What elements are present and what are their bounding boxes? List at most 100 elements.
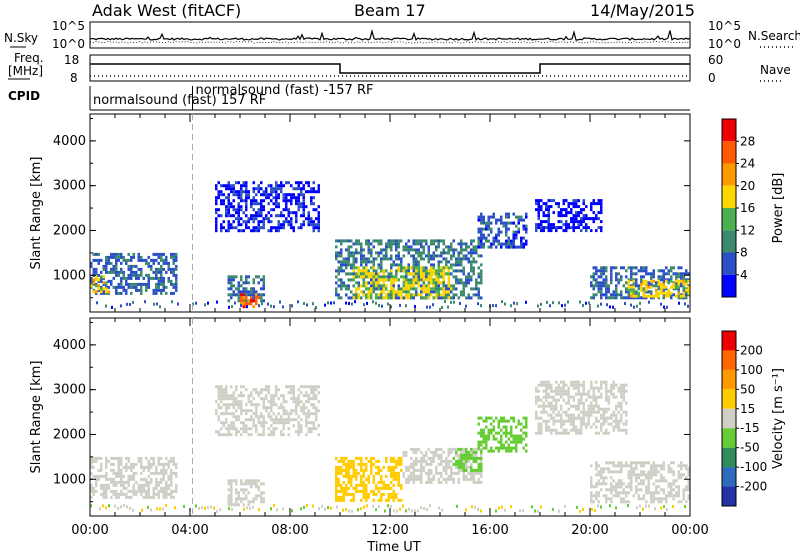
heatmap-cell bbox=[132, 300, 134, 304]
heatmap-cell bbox=[592, 199, 595, 203]
heatmap-cell bbox=[210, 505, 212, 509]
heatmap-cell bbox=[307, 214, 310, 218]
heatmap-cell bbox=[410, 248, 413, 252]
freq-tick-low: 8 bbox=[70, 71, 78, 85]
heatmap-cell bbox=[455, 465, 458, 469]
heatmap-cell bbox=[335, 498, 338, 502]
heatmap-cell bbox=[677, 285, 680, 289]
heatmap-cell bbox=[462, 462, 465, 466]
heatmap-cell bbox=[310, 412, 313, 416]
heatmap-cell bbox=[252, 421, 255, 425]
heatmap-cell bbox=[575, 425, 578, 429]
heatmap-cell bbox=[357, 269, 360, 273]
heatmap-cell bbox=[627, 482, 630, 486]
heatmap-cell bbox=[384, 509, 386, 513]
heatmap-cell bbox=[475, 251, 478, 255]
heatmap-cell bbox=[111, 305, 113, 309]
heatmap-cell bbox=[440, 459, 443, 463]
heatmap-cell bbox=[652, 294, 655, 298]
heatmap-cell bbox=[340, 456, 343, 460]
heatmap-cell bbox=[372, 489, 375, 493]
heatmap-cell bbox=[642, 497, 645, 501]
heatmap-cell bbox=[285, 217, 288, 221]
heatmap-cell bbox=[680, 266, 683, 270]
heatmap-cell bbox=[132, 252, 135, 256]
heatmap-cell bbox=[590, 205, 593, 209]
heatmap-cell bbox=[315, 397, 318, 401]
heatmap-cell bbox=[645, 500, 648, 504]
heatmap-cell bbox=[240, 184, 243, 188]
heatmap-cell bbox=[422, 275, 425, 279]
heatmap-cell bbox=[667, 269, 670, 273]
heatmap-cell bbox=[510, 428, 513, 432]
heatmap-cell bbox=[392, 459, 395, 463]
heatmap-cell bbox=[590, 413, 593, 417]
colorbar-tick-label: 4 bbox=[740, 268, 748, 282]
heatmap-cell bbox=[592, 410, 595, 414]
heatmap-cell bbox=[492, 449, 495, 453]
heatmap-cell bbox=[657, 279, 660, 283]
heatmap-cell bbox=[365, 272, 368, 276]
heatmap-cell bbox=[350, 245, 353, 249]
heatmap-cell bbox=[487, 449, 490, 453]
heatmap-cell bbox=[657, 497, 660, 501]
heatmap-cell bbox=[110, 489, 113, 493]
heatmap-cell bbox=[360, 260, 363, 264]
heatmap-cell bbox=[385, 456, 388, 460]
heatmap-cell bbox=[117, 456, 120, 460]
colorbar-swatch bbox=[722, 230, 736, 253]
heatmap-cell bbox=[255, 293, 258, 297]
heatmap-cell bbox=[367, 272, 370, 276]
heatmap-cell bbox=[262, 190, 265, 194]
heatmap-cell bbox=[107, 291, 110, 295]
heatmap-cell bbox=[620, 479, 623, 483]
heatmap-cell bbox=[440, 296, 443, 300]
heatmap-cell bbox=[217, 406, 220, 410]
heatmap-cell bbox=[240, 488, 243, 492]
heatmap-cell bbox=[140, 489, 143, 493]
heatmap-cell bbox=[97, 273, 100, 277]
heatmap-cell bbox=[497, 449, 500, 453]
heatmap-cell bbox=[262, 284, 265, 288]
heatmap-cell bbox=[230, 397, 233, 401]
heatmap-cell bbox=[122, 483, 125, 487]
heatmap-cell bbox=[217, 415, 220, 419]
heatmap-cell bbox=[515, 440, 518, 444]
heatmap-cell bbox=[445, 257, 448, 261]
heatmap-cell bbox=[360, 477, 363, 481]
heatmap-cell bbox=[462, 465, 465, 469]
heatmap-cell bbox=[562, 431, 565, 435]
heatmap-cell bbox=[407, 263, 410, 267]
y-tick-label: 4000 bbox=[53, 338, 86, 353]
heatmap-cell bbox=[217, 397, 220, 401]
heatmap-cell bbox=[162, 261, 165, 265]
heatmap-cell bbox=[535, 229, 538, 233]
heatmap-cell bbox=[507, 215, 510, 219]
heatmap-cell bbox=[360, 242, 363, 246]
heatmap-cell bbox=[260, 497, 263, 501]
heatmap-cell bbox=[390, 257, 393, 261]
heatmap-cell bbox=[395, 477, 398, 481]
heatmap-cell bbox=[650, 279, 653, 283]
heatmap-cell bbox=[632, 461, 635, 465]
heatmap-cell bbox=[117, 459, 120, 463]
heatmap-cell bbox=[360, 480, 363, 484]
heatmap-cell bbox=[555, 404, 558, 408]
heatmap-cell bbox=[460, 450, 463, 454]
heatmap-cell bbox=[457, 471, 460, 475]
heatmap-cell bbox=[470, 239, 473, 243]
heatmap-cell bbox=[257, 226, 260, 230]
heatmap-cell bbox=[672, 285, 675, 289]
heatmap-cell bbox=[105, 477, 108, 481]
heatmap-cell bbox=[517, 227, 520, 231]
heatmap-cell bbox=[612, 383, 615, 387]
heatmap-cell bbox=[372, 284, 375, 288]
heatmap-cell bbox=[627, 464, 630, 468]
heatmap-cell bbox=[417, 266, 420, 270]
heatmap-cell bbox=[447, 266, 450, 270]
heatmap-cell bbox=[400, 260, 403, 264]
heatmap-cell bbox=[632, 288, 635, 292]
date-title: 14/May/2015 bbox=[590, 1, 695, 20]
heatmap-cell bbox=[372, 290, 375, 294]
heatmap-cell bbox=[435, 453, 438, 457]
